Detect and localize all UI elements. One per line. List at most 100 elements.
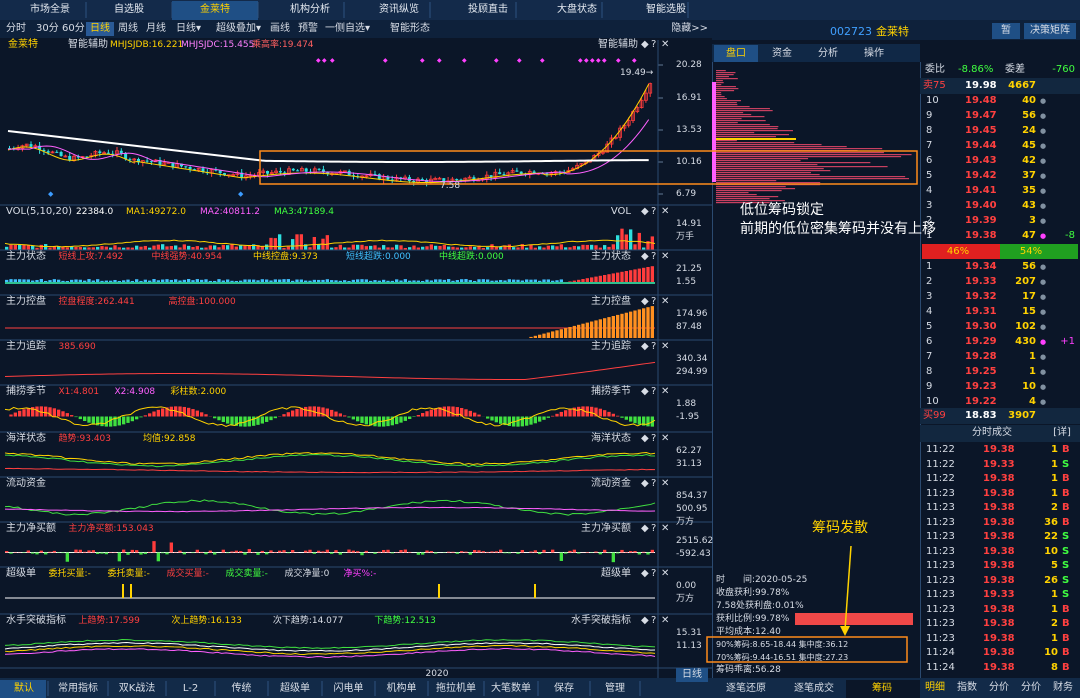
panel-icon[interactable]: ◆ bbox=[641, 296, 649, 307]
toolbar-button[interactable]: 智能形态 bbox=[390, 23, 430, 34]
toolbar-button[interactable]: 60分 bbox=[62, 23, 85, 34]
panel-icon[interactable]: ◆ bbox=[641, 523, 649, 534]
toolbar-button[interactable]: 日线 bbox=[90, 23, 110, 34]
toolbar-button[interactable]: 一侧自选▾ bbox=[325, 23, 371, 34]
bottom-tab[interactable]: L-2 bbox=[182, 683, 199, 694]
panel-icon[interactable]: ◆ bbox=[641, 386, 649, 397]
hide-button[interactable]: 隐藏>> bbox=[671, 23, 708, 34]
panel-icon[interactable]: ◆ bbox=[641, 341, 649, 352]
detail-button[interactable]: [详] bbox=[1053, 427, 1071, 438]
detail-tab[interactable]: 分价 bbox=[1021, 682, 1041, 693]
side-tab[interactable]: 资金 bbox=[772, 48, 792, 59]
toolbar-button[interactable]: 周线 bbox=[118, 23, 138, 34]
panel-icon[interactable]: ? bbox=[651, 478, 657, 489]
panel-icon[interactable]: ◆ bbox=[641, 251, 649, 262]
panel-icon[interactable]: ◆ bbox=[641, 568, 649, 579]
panel-icon[interactable]: ? bbox=[651, 39, 657, 50]
bottom-tab[interactable]: 传统 bbox=[231, 683, 252, 694]
chip-tab[interactable]: 筹码 bbox=[872, 683, 892, 694]
toolbar-button[interactable]: 画线 bbox=[270, 23, 290, 34]
volume-bar bbox=[182, 244, 186, 250]
candle-body bbox=[76, 156, 80, 158]
panel-icon[interactable]: ? bbox=[651, 433, 657, 444]
chip-bar bbox=[716, 94, 722, 96]
panel-icon[interactable]: ? bbox=[651, 386, 657, 397]
panel-icon[interactable]: ✕ bbox=[661, 615, 670, 626]
panel-icon[interactable]: ✕ bbox=[661, 568, 670, 579]
volume-bar bbox=[382, 245, 386, 250]
chip-tab[interactable]: 逐笔还原 bbox=[726, 683, 766, 694]
volume-bar bbox=[516, 247, 520, 250]
netbuy-bar bbox=[421, 552, 425, 555]
level: 3 bbox=[926, 291, 933, 302]
panel-icon[interactable]: ✕ bbox=[661, 341, 670, 352]
detail-tab[interactable]: 分价 bbox=[989, 682, 1009, 693]
panel-icon[interactable]: ◆ bbox=[641, 615, 649, 626]
state-bar bbox=[100, 280, 104, 283]
detail-tab[interactable]: 指数 bbox=[957, 682, 977, 693]
bottom-tab[interactable]: 管理 bbox=[605, 683, 625, 694]
panel-icon[interactable]: ◆ bbox=[641, 478, 649, 489]
panel-icon[interactable]: ◆ bbox=[641, 39, 649, 50]
nav-tab[interactable]: 机构分析 bbox=[290, 4, 330, 15]
toolbar-button[interactable]: 分时 bbox=[6, 23, 26, 34]
panel-icon[interactable]: ✕ bbox=[661, 296, 670, 307]
panel-name: 智能辅助 bbox=[598, 39, 638, 50]
volume: 3 bbox=[1029, 215, 1036, 226]
volume-bar bbox=[165, 246, 169, 250]
trade-price: 19.38 bbox=[983, 574, 1015, 586]
nav-tab[interactable]: 金莱特 bbox=[200, 4, 230, 15]
nav-tab[interactable]: 投顾直击 bbox=[468, 4, 508, 15]
side-tab[interactable]: 操作 bbox=[864, 48, 884, 59]
toolbar-button[interactable]: 30分 bbox=[36, 23, 59, 34]
bottom-tab[interactable]: 超级单 bbox=[280, 683, 310, 694]
nav-tab[interactable]: 自选股 bbox=[114, 4, 144, 15]
panel-icon[interactable]: ? bbox=[651, 251, 657, 262]
side-tab[interactable]: 分析 bbox=[818, 48, 838, 59]
panel-name: 海洋状态 bbox=[591, 433, 631, 444]
pause-button[interactable]: 暂 bbox=[1001, 25, 1011, 36]
nav-tab[interactable]: 大盘状态 bbox=[557, 4, 597, 15]
state-bar bbox=[642, 267, 646, 283]
panel-icon[interactable]: ? bbox=[651, 206, 657, 217]
side-tab[interactable]: 盘口 bbox=[726, 48, 746, 59]
toolbar-button[interactable]: 预警 bbox=[298, 23, 318, 34]
nav-tab[interactable]: 市场全景 bbox=[30, 4, 70, 15]
candle-body bbox=[326, 171, 330, 175]
panel-icon[interactable]: ✕ bbox=[661, 523, 670, 534]
panel-icon[interactable]: ◆ bbox=[641, 433, 649, 444]
panel-icon[interactable]: ✕ bbox=[661, 386, 670, 397]
volume-bar bbox=[143, 245, 147, 250]
panel-icon[interactable]: ✕ bbox=[661, 206, 670, 217]
panel-icon[interactable]: ? bbox=[651, 523, 657, 534]
detail-tab[interactable]: 明细 bbox=[925, 682, 945, 693]
bottom-tab[interactable]: 双K战法 bbox=[118, 683, 156, 694]
panel-icon[interactable]: ✕ bbox=[661, 478, 670, 489]
panel-icon[interactable]: ✕ bbox=[661, 251, 670, 262]
toolbar-button[interactable]: 日线▾ bbox=[176, 23, 202, 34]
trade-side: B bbox=[1062, 516, 1070, 528]
toolbar-button[interactable]: 月线 bbox=[146, 23, 166, 34]
nav-tab[interactable]: 资讯纵览 bbox=[379, 4, 419, 15]
nav-tab[interactable]: 智能选股 bbox=[646, 4, 686, 15]
panel-icon[interactable]: ◆ bbox=[641, 206, 649, 217]
panel-icon[interactable]: ? bbox=[651, 615, 657, 626]
state-bar bbox=[559, 279, 563, 283]
panel-icon[interactable]: ? bbox=[651, 296, 657, 307]
bottom-tab[interactable]: 常用指标 bbox=[58, 683, 98, 694]
chip-tab[interactable]: 逐笔成交 bbox=[794, 683, 834, 694]
bottom-tab[interactable]: 机构单 bbox=[386, 683, 417, 694]
panel-icon[interactable]: ✕ bbox=[661, 433, 670, 444]
panel-icon[interactable]: ? bbox=[651, 341, 657, 352]
panel-icon[interactable]: ✕ bbox=[661, 39, 670, 50]
detail-tab[interactable]: 财务 bbox=[1053, 682, 1073, 693]
bottom-tab[interactable]: 保存 bbox=[554, 683, 574, 694]
panel-icon[interactable]: ? bbox=[651, 568, 657, 579]
bottom-tab[interactable]: 闪电单 bbox=[333, 683, 364, 694]
toolbar-button[interactable]: 超级叠加▾ bbox=[216, 23, 262, 34]
volume-bar bbox=[577, 246, 581, 250]
bottom-tab[interactable]: 默认 bbox=[14, 683, 34, 694]
bottom-tab[interactable]: 拖拉机单 bbox=[436, 683, 476, 694]
bottom-tab[interactable]: 大笔数单 bbox=[491, 683, 531, 694]
decision-button[interactable]: 决策矩阵 bbox=[1030, 25, 1070, 36]
